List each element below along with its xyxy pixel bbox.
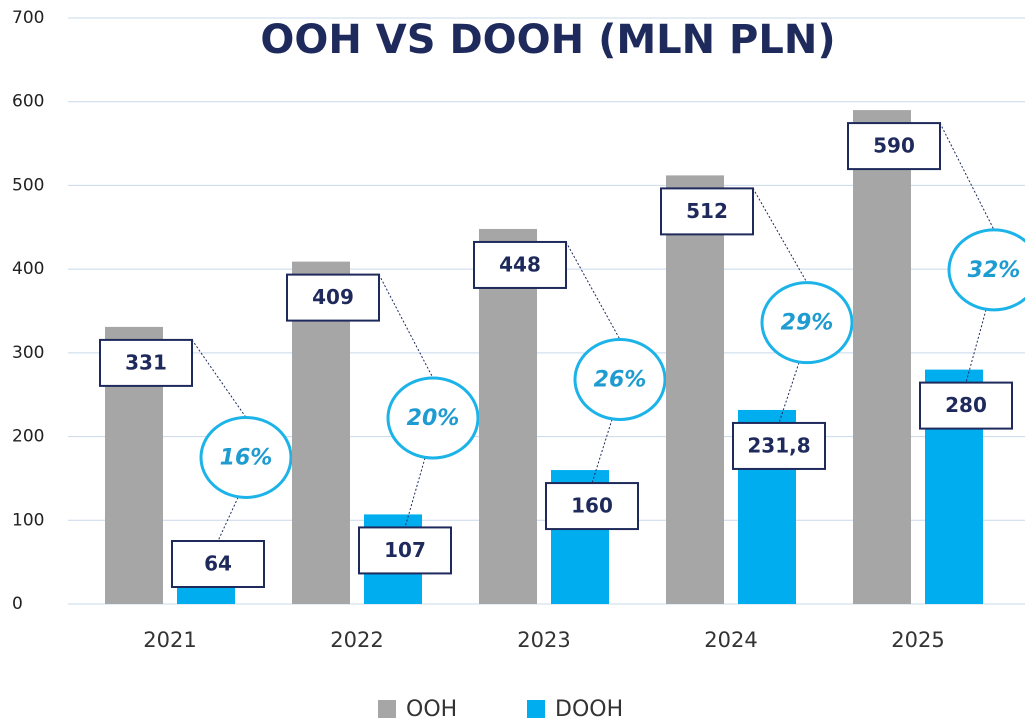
bar [479,228,537,604]
data-label: 160 [571,494,613,518]
share-label: 29% [781,311,834,336]
data-label-box [286,273,380,322]
legend-label: OOH [406,697,457,722]
bar [666,175,724,604]
data-label-box [358,526,452,575]
leader-line [217,497,239,542]
data-label-box [473,240,567,289]
share-label: 16% [220,445,273,470]
share-circle [386,376,480,460]
legend-swatch [527,700,545,718]
data-label: 64 [204,552,232,576]
data-label: 231,8 [747,433,810,457]
leader-line [565,241,621,340]
share-circle [199,415,293,499]
y-tick-label: 700 [12,8,44,28]
share-label: 20% [407,406,460,431]
leader-line [752,188,808,283]
leader-line [939,122,995,231]
share-label: 26% [594,368,647,393]
leader-line [404,457,426,528]
y-tick-label: 500 [12,175,44,195]
data-label-box [732,421,826,470]
x-tick-label: 2021 [143,628,196,652]
share-circle [573,338,667,422]
data-label-box [660,187,754,236]
data-label: 590 [873,134,915,158]
y-tick-label: 300 [12,343,44,363]
data-label: 409 [312,285,354,309]
y-tick-label: 400 [12,259,44,279]
x-tick-label: 2025 [891,628,944,652]
legend-label: DOOH [555,697,623,722]
y-tick-label: 200 [12,427,44,447]
data-label-box [545,482,639,531]
x-tick-label: 2024 [704,628,757,652]
leader-line [591,419,613,484]
legend-swatch [378,700,396,718]
share-circle [947,228,1025,312]
leader-line [965,309,987,383]
leader-line [191,339,247,418]
data-label-box [99,338,193,387]
data-label: 280 [945,393,987,417]
data-label: 331 [125,350,167,374]
x-tick-label: 2023 [517,628,570,652]
leader-line [778,362,800,424]
chart-title: OOH VS DOOH (MLN PLN) [260,17,835,63]
y-tick-label: 100 [12,510,44,530]
data-label-box [171,540,265,588]
data-label: 107 [384,538,426,562]
data-label-box [919,381,1013,430]
leader-line [378,274,434,379]
data-label: 448 [499,252,541,276]
bar [853,110,911,604]
share-circle [760,281,854,365]
data-label: 512 [686,199,728,223]
y-tick-label: 600 [12,92,44,112]
y-tick-label: 0 [12,594,23,614]
share-label: 32% [968,258,1021,283]
x-tick-label: 2022 [330,628,383,652]
data-label-box [847,122,941,171]
